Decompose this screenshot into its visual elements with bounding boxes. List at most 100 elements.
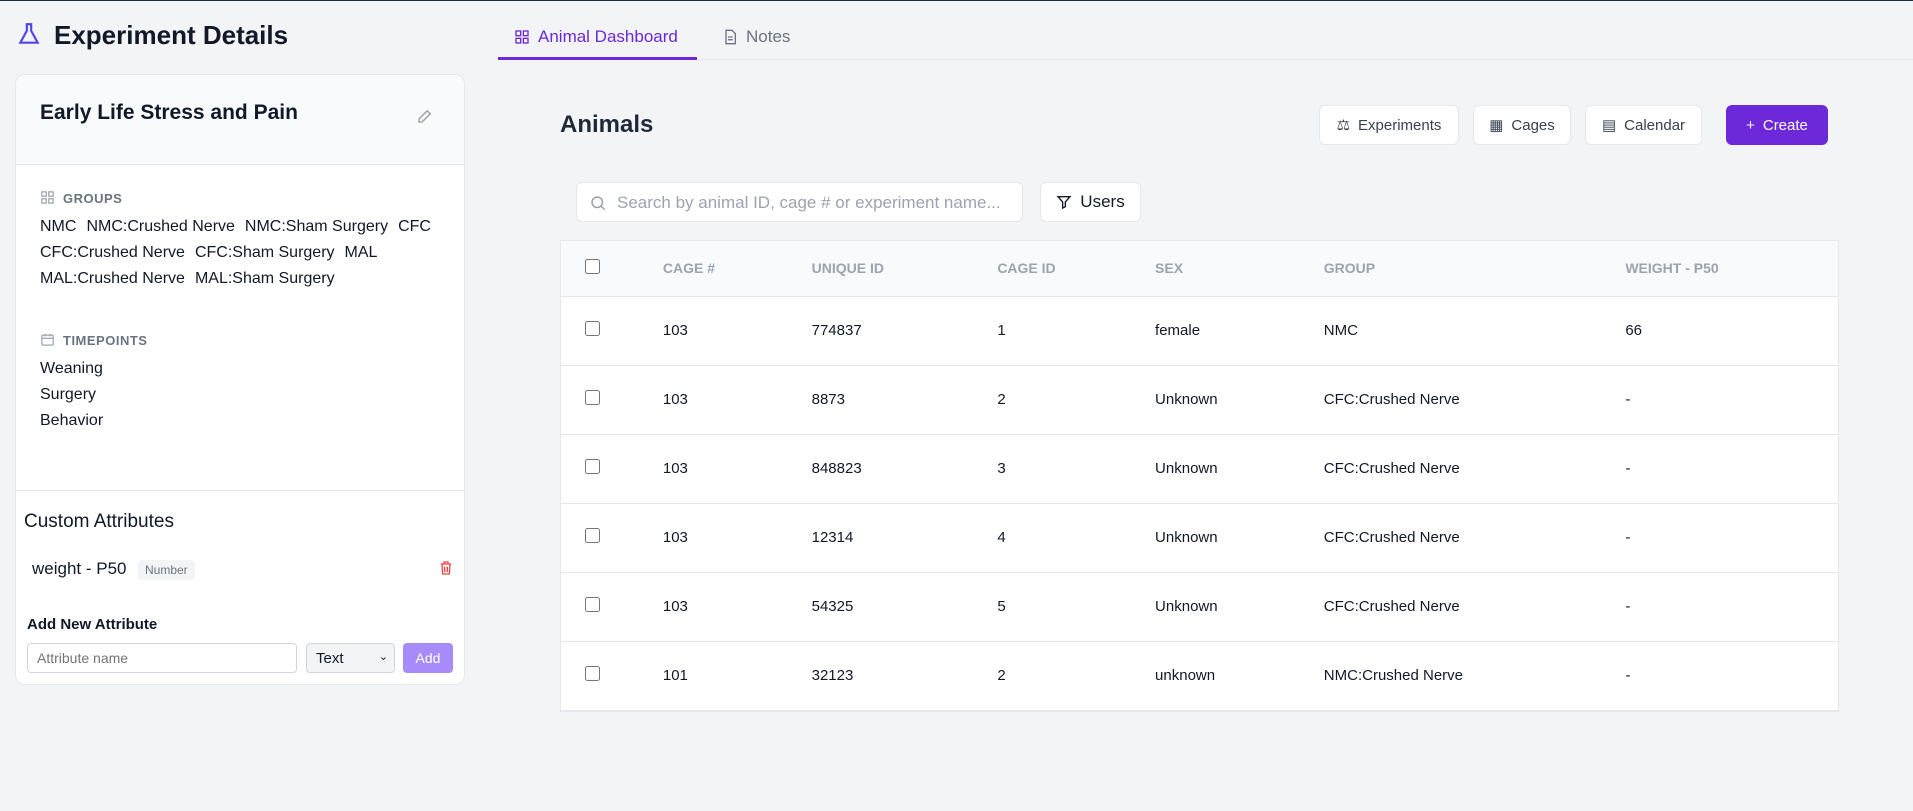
column-header: UNIQUE ID <box>810 241 997 297</box>
column-header: SEX <box>1154 241 1323 297</box>
table-cell: CFC:Crushed Nerve <box>1322 434 1625 504</box>
add-button[interactable]: Add <box>403 643 453 673</box>
attribute-type: Number <box>138 560 195 580</box>
groups-icon <box>41 191 54 204</box>
button-label: Cages <box>1511 116 1555 134</box>
section-title: Animals <box>560 111 654 138</box>
calendar-icon <box>41 333 54 346</box>
experiment-name: Early Life Stress and Pain <box>40 101 298 124</box>
users-filter[interactable]: Users <box>1040 182 1141 222</box>
table-cell: NMC <box>1322 296 1625 366</box>
table-cell: 5 <box>996 572 1155 642</box>
table-cell: 103 <box>661 503 811 573</box>
tab-label: Notes <box>746 27 791 46</box>
checkbox-cell <box>561 365 662 435</box>
button-label: Experiments <box>1358 116 1442 134</box>
group-chip: MAL <box>344 244 378 261</box>
table-row: 103 12314 4 Unknown CFC:Crushed Nerve - <box>561 503 1838 573</box>
column-header: WEIGHT - P50 <box>1624 241 1838 297</box>
create-button[interactable]: + Create <box>1726 105 1828 145</box>
group-chip: CFC:Sham Surgery <box>194 244 335 261</box>
add-attribute-label: Add New Attribute <box>27 616 158 633</box>
attribute-name: weight - P50 <box>32 559 127 578</box>
edit-icon[interactable] <box>416 107 434 125</box>
timepoint-chip: Surgery <box>40 386 97 403</box>
cages-button[interactable]: ▦ Cages <box>1473 105 1571 145</box>
header-cell <box>561 241 662 297</box>
table-cell: - <box>1624 503 1838 573</box>
table-cell: - <box>1624 434 1838 504</box>
tab-bar <box>498 1 1913 60</box>
experiment-card: Early Life Stress and Pain GROUPS NMC NMC… <box>15 74 465 685</box>
checkbox[interactable] <box>585 666 600 681</box>
table-row: 101 32123 2 unknown NMC:Crushed Nerve - <box>561 641 1838 711</box>
table-cell: 101 <box>661 641 811 711</box>
table-cell: 3 <box>996 434 1155 504</box>
animals-table: CAGE # UNIQUE ID CAGE ID SEX GROUP WEIGHT - P… <box>561 241 1838 711</box>
tab[interactable]: Notes <box>722 27 790 47</box>
group-chip: CFC <box>398 218 431 235</box>
timepoints-label: TIMEPOINTS <box>63 333 148 348</box>
timepoint-chips: Weaning Surgery Behavior <box>40 360 450 430</box>
table-cell: Unknown <box>1154 503 1323 573</box>
table-cell: 4 <box>996 503 1155 573</box>
attribute-input[interactable] <box>27 643 297 673</box>
checkbox[interactable] <box>585 528 600 543</box>
table-cell: CFC:Crushed Nerve <box>1322 503 1625 573</box>
table-row: 103 848823 3 Unknown CFC:Crushed Nerve - <box>561 434 1838 504</box>
table-cell: CFC:Crushed Nerve <box>1322 365 1625 435</box>
checkbox[interactable] <box>585 321 600 336</box>
groups-label: GROUPS <box>63 191 123 206</box>
group-chip: MAL:Crushed Nerve <box>40 270 185 287</box>
type-option: Text <box>316 650 344 667</box>
column-header: CAGE # <box>661 241 811 297</box>
type-select[interactable]: Text ⌄ <box>306 643 395 673</box>
calendar-button[interactable]: ▤ Calendar <box>1585 105 1702 145</box>
group-chip: NMC:Sham Surgery <box>244 218 389 235</box>
table-cell: Unknown <box>1154 365 1323 435</box>
tab-active[interactable]: Animal Dashboard <box>514 27 678 47</box>
delete-icon[interactable] <box>438 559 454 577</box>
table-row: 103 54325 5 Unknown CFC:Crushed Nerve - <box>561 572 1838 642</box>
checkbox-cell <box>561 641 662 711</box>
table-cell: 2 <box>996 641 1155 711</box>
table-cell: 66 <box>1624 296 1838 366</box>
column-header: CAGE ID <box>996 241 1155 297</box>
checkbox[interactable] <box>585 390 600 405</box>
group-chip: CFC:Crushed Nerve <box>40 244 185 261</box>
checkbox-cell <box>561 572 662 642</box>
table-row: 103 8873 2 Unknown CFC:Crushed Nerve - <box>561 365 1838 435</box>
table-cell: 32123 <box>810 641 997 711</box>
column-header: GROUP <box>1322 241 1625 297</box>
table-cell: 8873 <box>810 365 997 435</box>
table-cell: - <box>1624 572 1838 642</box>
table-cell: 848823 <box>810 434 997 504</box>
checkbox-cell <box>561 296 662 366</box>
divider <box>16 490 464 491</box>
experiments-button[interactable]: ⚖ Experiments <box>1319 105 1459 145</box>
search-box[interactable]: Search by animal ID, cage # or experimen… <box>576 182 1023 222</box>
table-cell: CFC:Crushed Nerve <box>1322 572 1625 642</box>
table-cell: 1 <box>996 296 1155 366</box>
flask-icon <box>18 23 40 44</box>
table-cell: 103 <box>661 572 811 642</box>
button-label: Create <box>1762 116 1808 134</box>
checkbox-cell <box>561 503 662 573</box>
checkbox[interactable] <box>585 597 600 612</box>
table-cell: 103 <box>661 365 811 435</box>
table-cell: Unknown <box>1154 434 1323 504</box>
table-cell: 103 <box>661 296 811 366</box>
timepoint-chip: Behavior <box>40 412 104 429</box>
table-cell: - <box>1624 365 1838 435</box>
page-title: Experiment Details <box>54 20 289 50</box>
table-cell: Unknown <box>1154 572 1323 642</box>
table-cell: 774837 <box>810 296 997 366</box>
group-chip: NMC:Crushed Nerve <box>86 218 235 235</box>
checkbox[interactable] <box>585 459 600 474</box>
table-container: CAGE # UNIQUE ID CAGE ID SEX GROUP WEIGHT - P… <box>560 240 1839 712</box>
checkbox[interactable] <box>585 259 600 275</box>
checkbox-cell <box>561 434 662 504</box>
button-label: Calendar <box>1624 116 1686 134</box>
tab-underline <box>498 57 697 60</box>
